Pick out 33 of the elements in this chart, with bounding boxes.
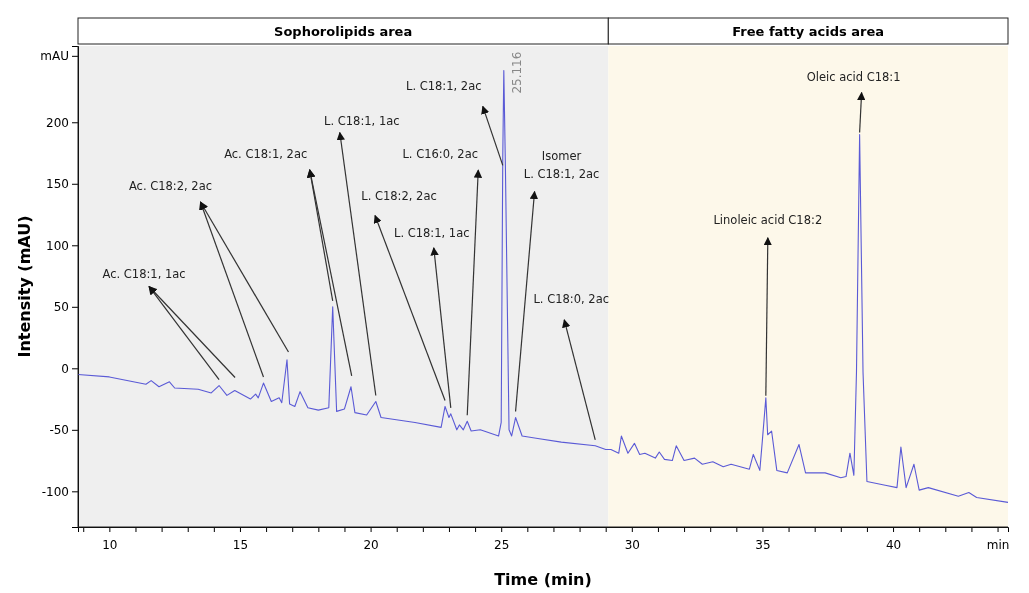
x-tick-label: min (986, 538, 1010, 553)
band-label: Free fatty acids area (732, 24, 885, 39)
y-tick-label: 150 (46, 177, 69, 192)
x-tick-label: 30 (624, 538, 640, 553)
annotation: Isomer L. C18:1, 2ac (523, 148, 600, 181)
x-tick-label: 35 (755, 538, 771, 553)
y-tick-label: 0 (61, 361, 69, 376)
x-tick-label: 15 (232, 538, 249, 553)
y-tick-label: mAU (40, 49, 69, 64)
annotation: L. C18:1, 1ac (324, 113, 400, 128)
annotation: Oleic acid C18:1 (806, 69, 901, 84)
annotation: L. C16:0, 2ac (402, 147, 479, 162)
x-tick-label: 20 (363, 538, 379, 553)
annotation: Ac. C18:1, 2ac (224, 146, 308, 161)
y-tick-label: 200 (46, 115, 69, 130)
annotation: Ac. C18:2, 2ac (128, 179, 213, 194)
x-tick-label: 25 (494, 538, 510, 553)
x-tick-label: 10 (102, 538, 118, 553)
annotation: L. C18:0, 2ac (533, 291, 610, 306)
y-tick-label: 50 (53, 300, 69, 315)
annotation: Ac. C18:1, 1ac (102, 266, 186, 281)
x-tick-label: 40 (885, 538, 902, 553)
annotation: L. C18:1, 1ac (393, 225, 470, 240)
annotation: L. C18:2, 2ac (361, 189, 437, 204)
annotation: Linoleic acid C18:2 (713, 212, 823, 227)
y-tick-label: -50 (49, 423, 69, 438)
y-tick-label: -100 (41, 484, 69, 499)
y-tick-label: 100 (46, 238, 69, 253)
y-axis-title: Intensity (mAU) (15, 215, 34, 358)
annotation: L. C18:1, 2ac (405, 79, 482, 94)
band-label: Sophorolipids area (274, 24, 413, 39)
x-axis-title: Time (min) (494, 570, 592, 589)
annotation: 25.116 (510, 51, 525, 94)
